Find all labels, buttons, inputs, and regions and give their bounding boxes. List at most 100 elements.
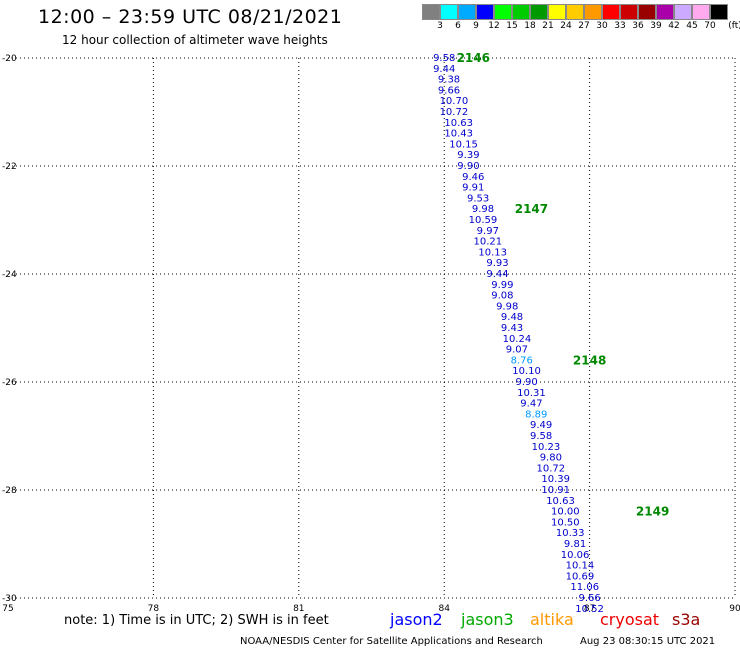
- generated-timestamp: Aug 23 08:30:15 UTC 2021: [580, 636, 716, 647]
- wave-height-label: 9.53: [467, 193, 489, 204]
- colorbar-tick-label: 24: [560, 21, 572, 31]
- y-tick-label: -22: [2, 162, 17, 172]
- colorbar-swatch: [494, 4, 512, 20]
- x-tick-label: 81: [293, 604, 304, 614]
- wave-height-label: 9.38: [438, 75, 460, 86]
- x-tick-label: 75: [2, 604, 13, 614]
- colorbar-tick-label: 6: [455, 21, 461, 31]
- colorbar-tick-label: 9: [473, 21, 479, 31]
- colorbar-tick-label: 21: [542, 21, 554, 31]
- colorbar-swatch: [422, 4, 440, 20]
- wave-height-label: 8.89: [525, 409, 547, 420]
- y-tick-label: -28: [2, 486, 17, 496]
- wave-height-label: 10.00: [551, 507, 580, 518]
- satellite-legend-item: cryosat: [600, 610, 660, 629]
- wave-height-label: 10.63: [546, 496, 575, 507]
- wave-height-label: 9.49: [530, 420, 552, 431]
- colorbar-swatch: [512, 4, 530, 20]
- y-tick-label: -20: [2, 54, 17, 64]
- wave-height-label: 9.08: [491, 291, 513, 302]
- wave-height-label: 9.98: [496, 301, 518, 312]
- colorbar-tick-label: 70: [704, 21, 716, 31]
- colorbar-tick-label: 42: [668, 21, 680, 31]
- wave-height-label: 10.52: [575, 604, 604, 615]
- wave-height-label: 10.63: [444, 118, 473, 129]
- satellite-legend-item: s3a: [672, 610, 701, 629]
- satellite-legend-item: altika: [530, 610, 574, 629]
- wave-height-label: 9.48: [501, 312, 523, 323]
- x-tick-label: 90: [729, 604, 740, 614]
- page-title: 12:00 – 23:59 UTC 08/21/2021: [38, 6, 343, 28]
- wave-height-label: 10.21: [473, 237, 502, 248]
- y-tick-label: -30: [2, 594, 17, 604]
- colorbar-tick-label: 36: [632, 21, 644, 31]
- wave-height-label: 10.70: [440, 96, 469, 107]
- wave-height-label: 9.47: [520, 399, 542, 410]
- wave-height-label: 10.24: [503, 334, 532, 345]
- colorbar-tick-label: 27: [578, 21, 590, 31]
- colorbar-swatch: [656, 4, 674, 20]
- x-tick-label: 78: [148, 604, 160, 614]
- wave-height-label: 9.80: [540, 453, 562, 464]
- wave-height-label: 10.33: [556, 528, 585, 539]
- wave-height-label: 10.72: [537, 463, 566, 474]
- wave-height-label: 10.72: [440, 107, 469, 118]
- colorbar-tick-label: 18: [524, 21, 536, 31]
- colorbar-tick-label: 33: [614, 21, 626, 31]
- wave-height-label: 10.91: [541, 485, 570, 496]
- colorbar-swatch: [530, 4, 548, 20]
- wave-height-label: 9.43: [501, 323, 523, 334]
- colorbar-swatch: [620, 4, 638, 20]
- pass-time-marker: 2148: [573, 353, 606, 367]
- wave-height-label: 10.23: [532, 442, 561, 453]
- colorbar-tick-label: 30: [596, 21, 608, 31]
- wave-height-label: 10.59: [469, 215, 498, 226]
- wave-height-label: 9.93: [486, 258, 508, 269]
- wave-height-label: 10.15: [449, 139, 478, 150]
- wave-height-label: 9.97: [477, 226, 499, 237]
- colorbar-tick-label: 3: [437, 21, 443, 31]
- credit-line: NOAA/NESDIS Center for Satellite Applica…: [240, 636, 543, 647]
- wave-height-label: 9.81: [564, 539, 586, 550]
- pass-time-marker: 2149: [636, 505, 669, 519]
- pass-time-marker: 2146: [457, 51, 490, 65]
- wave-height-label: 9.98: [472, 204, 494, 215]
- wave-height-label: 10.10: [512, 366, 541, 377]
- wave-height-label: 9.44: [486, 269, 508, 280]
- y-tick-label: -26: [2, 378, 17, 388]
- colorbar-swatch: [548, 4, 566, 20]
- wave-height-label: 9.66: [438, 85, 460, 96]
- colorbar-tick-label: 39: [650, 21, 662, 31]
- wave-height-label: 10.13: [478, 247, 507, 258]
- wave-height-label: 10.43: [444, 129, 473, 140]
- page-subtitle: 12 hour collection of altimeter wave hei…: [62, 33, 328, 47]
- colorbar-swatch: [458, 4, 476, 20]
- pass-time-marker: 2147: [515, 202, 548, 216]
- wave-height-label: 9.58: [433, 53, 455, 64]
- wave-height-label: 9.99: [491, 280, 513, 291]
- wave-height-label: 10.69: [566, 571, 595, 582]
- wave-height-label: 10.31: [517, 388, 546, 399]
- satellite-legend-item: jason3: [461, 610, 514, 629]
- colorbar-swatch: [692, 4, 710, 20]
- x-tick-label: 84: [438, 604, 450, 614]
- colorbar-tick-label: 12: [488, 21, 500, 31]
- footer-note: note: 1) Time is in UTC; 2) SWH is in fe…: [64, 613, 329, 628]
- colorbar-tick-label: 45: [686, 21, 698, 31]
- wave-height-label: 10.06: [561, 550, 590, 561]
- colorbar-swatch: [566, 4, 584, 20]
- colorbar-swatch: [584, 4, 602, 20]
- colorbar-swatch: [476, 4, 494, 20]
- wave-height-label: 10.14: [566, 561, 595, 572]
- wave-height-label: 10.50: [551, 517, 580, 528]
- colorbar-swatch: [440, 4, 458, 20]
- colorbar-swatch: [602, 4, 620, 20]
- colorbar-tick-label: 15: [506, 21, 518, 31]
- wave-height-label: 9.90: [515, 377, 537, 388]
- wave-height-label: 10.39: [541, 474, 570, 485]
- colorbar-swatch: [638, 4, 656, 20]
- satellite-legend-item: jason2: [390, 610, 443, 629]
- wave-height-label: 9.07: [506, 345, 528, 356]
- colorbar-swatch: [710, 4, 728, 20]
